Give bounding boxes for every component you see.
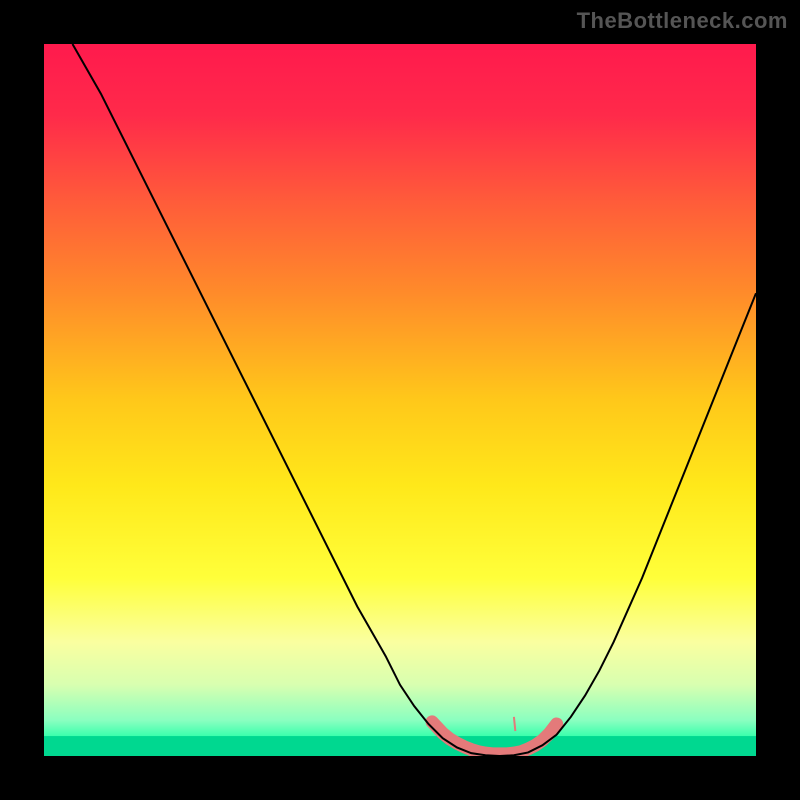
chart-container: TheBottleneck.com [0, 0, 800, 800]
green-bottom-stripe [44, 736, 756, 756]
plot-area [44, 44, 756, 756]
chart-svg [44, 44, 756, 756]
extra-small-stroke [514, 717, 515, 731]
gradient-background [44, 44, 756, 756]
watermark-text: TheBottleneck.com [577, 8, 788, 34]
